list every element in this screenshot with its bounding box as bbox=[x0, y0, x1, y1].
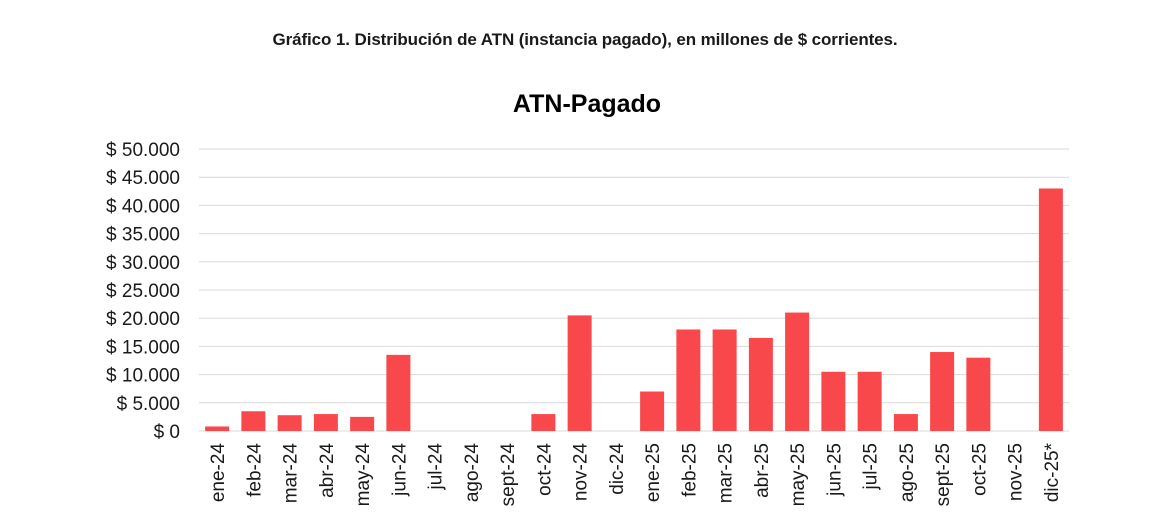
bar bbox=[386, 354, 411, 431]
x-tick-label: nov-25 bbox=[1006, 443, 1027, 501]
x-tick-label: dic-24 bbox=[607, 443, 628, 495]
bar bbox=[893, 414, 918, 431]
y-tick-label: $ 5.000 bbox=[117, 394, 180, 415]
gridlines bbox=[199, 148, 1069, 432]
x-tick-label: mar-24 bbox=[281, 443, 302, 504]
y-tick-label: $ 25.000 bbox=[106, 281, 180, 302]
y-tick-label: $ 45.000 bbox=[106, 168, 180, 189]
x-tick-label: feb-24 bbox=[244, 443, 265, 497]
bars bbox=[205, 188, 1063, 431]
x-axis-ticks: ene-24 feb-24 mar-24 abr-24 may-24 jun-24 jul-… bbox=[208, 442, 1063, 506]
bar bbox=[1038, 188, 1063, 431]
bar bbox=[640, 391, 665, 431]
x-tick-label: oct-25 bbox=[969, 443, 990, 496]
y-axis-ticks: $ 0 $ 5.000 $ 10.000 $ 15.000 $ 20.000 $ 25.0… bbox=[106, 140, 180, 443]
y-tick-label: $ 20.000 bbox=[106, 309, 180, 330]
x-tick-label: abr-25 bbox=[752, 443, 773, 498]
x-tick-label: jun-24 bbox=[389, 443, 410, 497]
y-tick-label: $ 35.000 bbox=[106, 225, 180, 246]
bar bbox=[748, 337, 773, 431]
x-tick-label: feb-25 bbox=[679, 443, 700, 497]
x-tick-label: jul-25 bbox=[861, 443, 882, 490]
x-tick-label: jul-24 bbox=[426, 443, 447, 491]
x-tick-label: sept-25 bbox=[933, 443, 954, 506]
x-tick-label: ene-24 bbox=[208, 443, 229, 503]
x-tick-label: may-24 bbox=[353, 443, 374, 507]
bar bbox=[277, 415, 302, 431]
bar bbox=[930, 352, 955, 431]
y-tick-label: $ 15.000 bbox=[106, 337, 180, 358]
chart-title: ATN-Pagado bbox=[513, 90, 661, 118]
x-tick-label: abr-24 bbox=[317, 443, 338, 498]
figure-caption: Gráfico 1. Distribución de ATN (instanci… bbox=[272, 30, 898, 49]
bar bbox=[712, 329, 737, 431]
bar bbox=[241, 411, 266, 431]
bar bbox=[205, 426, 230, 431]
x-tick-label: sept-24 bbox=[498, 443, 519, 507]
bar bbox=[966, 357, 991, 431]
x-tick-label: nov-24 bbox=[571, 443, 592, 502]
x-tick-label: mar-25 bbox=[716, 443, 737, 503]
x-tick-label: jun-25 bbox=[824, 443, 845, 497]
y-tick-label: $ 10.000 bbox=[106, 366, 180, 387]
bar bbox=[350, 416, 375, 431]
bar bbox=[785, 312, 810, 431]
bar bbox=[676, 329, 701, 431]
x-tick-label: ago-25 bbox=[897, 443, 918, 502]
bar bbox=[531, 414, 556, 431]
x-tick-label: oct-24 bbox=[534, 443, 555, 496]
y-tick-label: $ 0 bbox=[154, 422, 180, 443]
y-tick-label: $ 40.000 bbox=[106, 196, 180, 217]
x-tick-label: ene-25 bbox=[643, 443, 664, 502]
bar bbox=[821, 371, 846, 431]
bar bbox=[567, 315, 592, 431]
y-tick-label: $ 30.000 bbox=[106, 253, 180, 274]
x-tick-label: ago-24 bbox=[462, 443, 483, 503]
y-tick-label: $ 50.000 bbox=[106, 140, 180, 161]
bar bbox=[857, 371, 882, 431]
bar bbox=[313, 414, 338, 431]
x-tick-label: may-25 bbox=[788, 443, 809, 506]
x-tick-label: dic-25* bbox=[1042, 442, 1063, 502]
